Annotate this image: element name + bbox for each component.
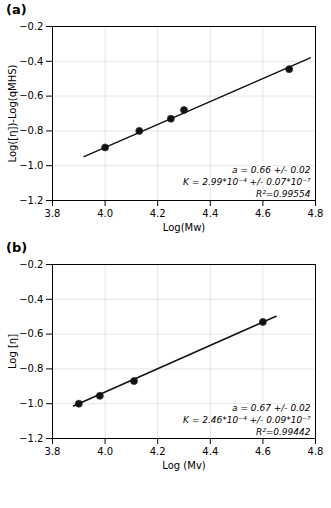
svg-text:4.8: 4.8 [308,446,324,457]
svg-text:4.4: 4.4 [202,446,218,457]
svg-text:−1.2: −1.2 [19,433,43,444]
svg-text:−0.6: −0.6 [19,328,43,339]
svg-text:Log [η]: Log [η] [7,334,18,369]
svg-text:4.4: 4.4 [202,208,218,219]
svg-text:3.8: 3.8 [45,208,61,219]
svg-text:4.6: 4.6 [255,208,271,219]
svg-text:4.2: 4.2 [150,446,166,457]
svg-text:Log([η])-Log(qMHS): Log([η])-Log(qMHS) [7,64,18,162]
html-text:(b): (b) [6,240,28,255]
svg-text:−1.0: −1.0 [19,398,43,409]
svg-text:4.6: 4.6 [255,446,271,457]
svg-text:a = 0.67 +/- 0.02K = 2.46*10⁻⁴: a = 0.67 +/- 0.02K = 2.46*10⁻⁴ +/- 0.09*… [183,403,311,436]
svg-text:−0.8: −0.8 [19,363,43,374]
svg-text:a = 0.66 +/- 0.02K = 2.99*10⁻⁴: a = 0.66 +/- 0.02K = 2.99*10⁻⁴ +/- 0.07*… [183,165,311,198]
svg-text:Log(Mw): Log(Mw) [163,222,206,233]
svg-text:−1.0: −1.0 [19,160,43,171]
svg-text:−0.4: −0.4 [19,294,43,305]
svg-text:−1.2: −1.2 [19,195,43,206]
svg-text:4.0: 4.0 [97,446,113,457]
svg-text:−0.2: −0.2 [19,259,43,270]
svg-text:4.0: 4.0 [97,208,113,219]
html-text:(a): (a) [6,2,27,17]
svg-text:Log (Mv): Log (Mv) [162,460,205,471]
svg-text:3.8: 3.8 [45,446,61,457]
svg-text:−0.4: −0.4 [19,56,43,67]
svg-text:−0.8: −0.8 [19,125,43,136]
svg-text:−0.2: −0.2 [19,21,43,32]
svg-text:4.2: 4.2 [150,208,166,219]
svg-text:−0.6: −0.6 [19,90,43,101]
svg-text:4.8: 4.8 [308,208,324,219]
